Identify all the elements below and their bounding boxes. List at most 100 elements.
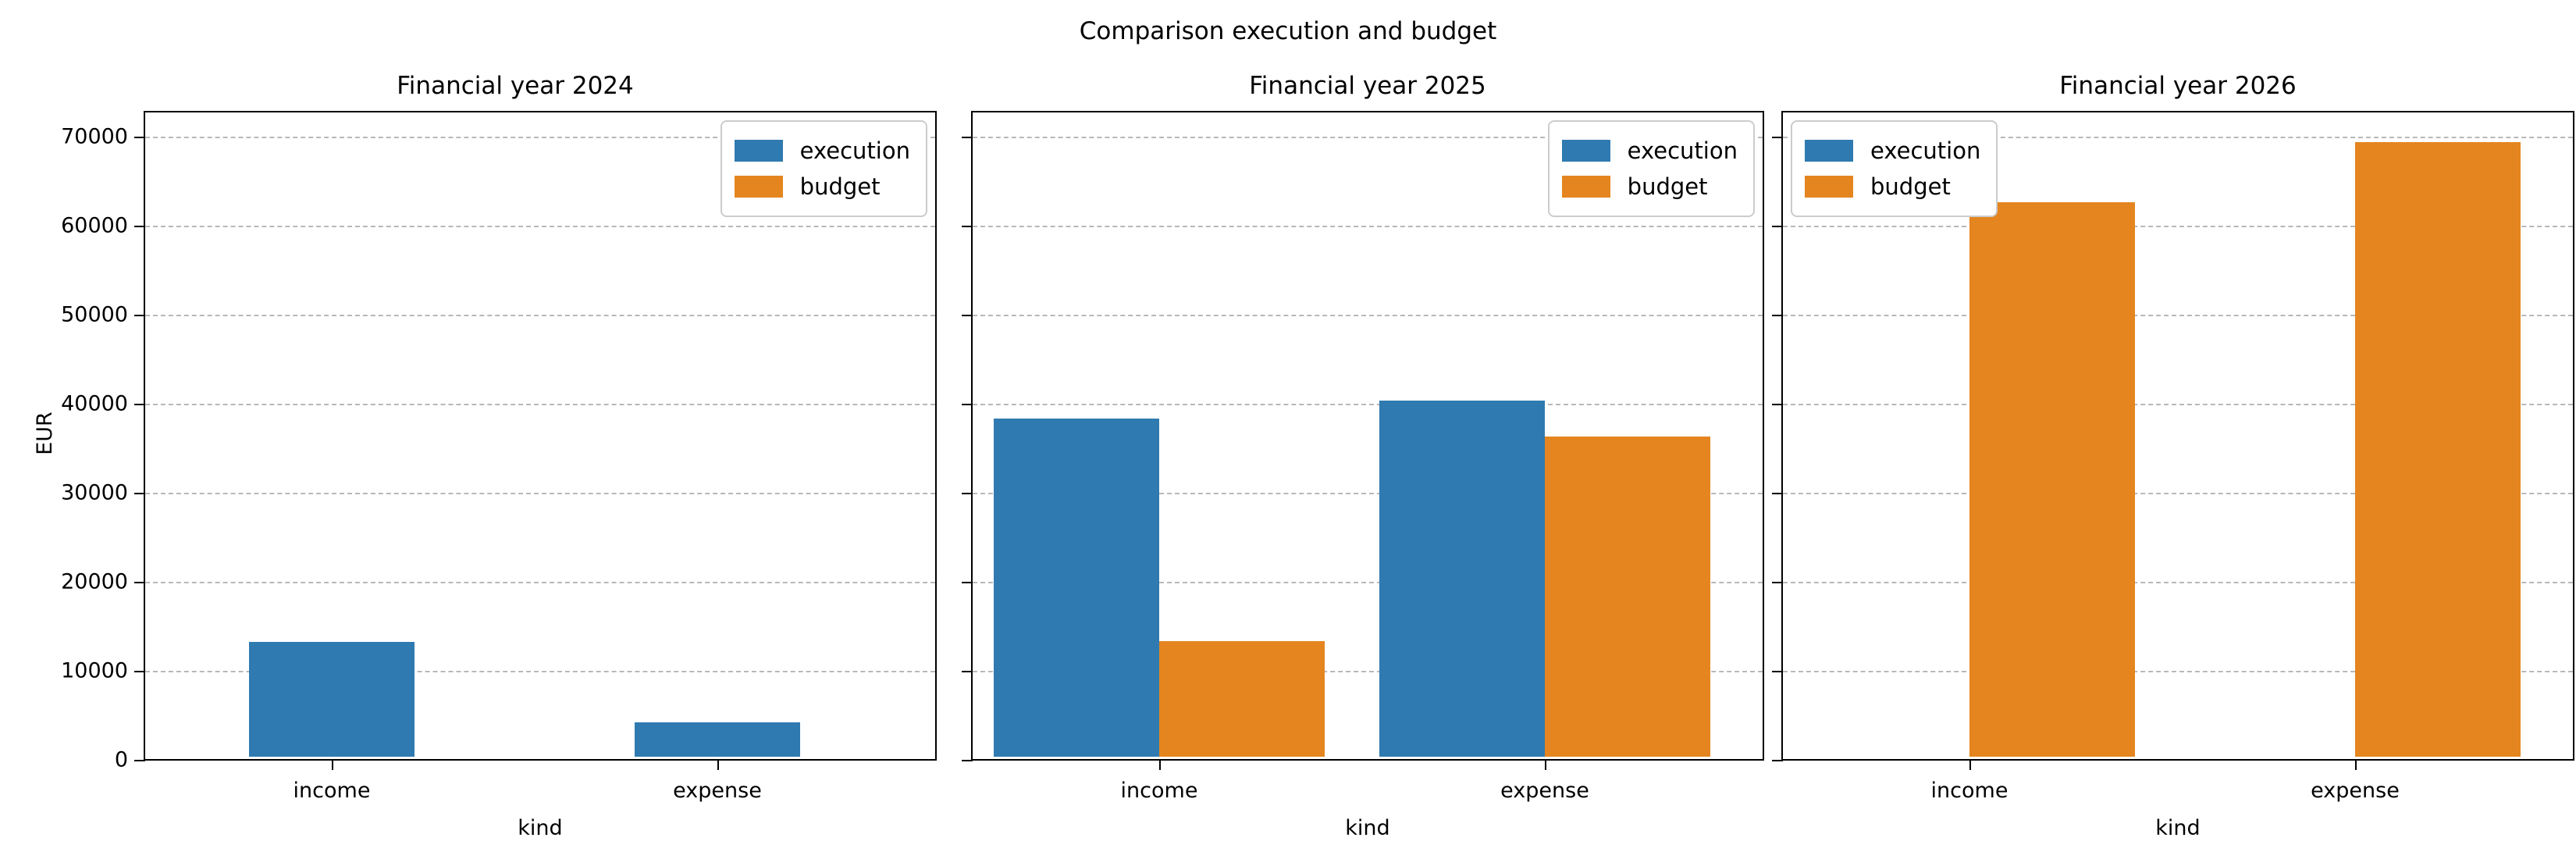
legend-row-budget[interactable]: budget (1561, 169, 1738, 205)
legend-swatch-execution-icon (1561, 140, 1610, 162)
gridline-10000 (973, 671, 1763, 672)
gridline-60000 (1783, 226, 2573, 227)
gridline-60000 (973, 226, 1763, 227)
gridline-70000 (145, 137, 935, 138)
ytick-mark (1772, 137, 1783, 138)
xtick-mark (717, 759, 719, 770)
ytick-mark (1772, 493, 1783, 494)
ytick-label: 50000 (61, 302, 128, 327)
legend-label: budget (1870, 173, 1951, 200)
x-axis-label: kind (2155, 816, 2201, 840)
legend-2024[interactable]: execution budget (720, 120, 927, 217)
gridline-30000 (1783, 493, 2573, 494)
xtick-mark (1159, 759, 1161, 770)
xtick-label: expense (2311, 779, 2400, 803)
ytick-mark (1772, 671, 1783, 672)
bar-2025-expense-execution (1379, 401, 1545, 757)
gridline-70000 (973, 137, 1763, 138)
legend-row-execution[interactable]: execution (1805, 133, 1980, 169)
legend-row-budget[interactable]: budget (734, 169, 910, 205)
gridline-10000 (145, 671, 935, 672)
ytick-mark (1772, 226, 1783, 227)
legend-2026[interactable]: execution budget (1791, 120, 1998, 217)
ytick-mark (134, 671, 145, 672)
ytick-mark (134, 404, 145, 405)
ytick-mark (962, 671, 973, 672)
ytick-label: 40000 (61, 391, 128, 416)
ytick-mark (962, 315, 973, 316)
ytick-mark (1772, 760, 1783, 761)
bar-2026-income-budget (1969, 202, 2135, 757)
axes-2025: income expense kind execution budget (962, 111, 1764, 840)
ytick-mark (134, 137, 145, 138)
xtick-label: income (1120, 779, 1198, 803)
gridline-60000 (145, 226, 935, 227)
legend-label: budget (1627, 173, 1708, 200)
panel-title: Financial year 2024 (397, 72, 634, 100)
gridline-50000 (973, 315, 1763, 316)
xtick-mark (1969, 759, 1971, 770)
bar-2026-expense-budget (2355, 142, 2521, 757)
ytick-mark (1772, 404, 1783, 405)
xtick-label: income (1930, 779, 2008, 803)
x-axis-label: kind (1345, 816, 1390, 840)
legend-swatch-budget-icon (734, 176, 783, 198)
x-axis-label: kind (518, 816, 563, 840)
plot-area (145, 112, 935, 759)
figure-suptitle: Comparison execution and budget (1079, 17, 1497, 45)
gridline-20000 (973, 582, 1763, 583)
xtick-label: expense (1500, 779, 1589, 803)
legend-row-execution[interactable]: execution (734, 133, 910, 169)
gridline-40000 (145, 404, 935, 405)
panel-title: Financial year 2025 (1249, 72, 1486, 100)
legend-label: execution (799, 137, 910, 164)
legend-swatch-budget-icon (1561, 176, 1610, 198)
ytick-label: 70000 (61, 124, 128, 149)
ytick-mark (962, 226, 973, 227)
axes-2024: 0 10000 20000 30000 40000 50000 60000 70… (33, 111, 937, 840)
xtick-label: expense (673, 779, 762, 803)
ytick-mark (134, 493, 145, 494)
ytick-mark (962, 760, 973, 761)
gridline-30000 (145, 493, 935, 494)
axes-2026: income expense kind execution budget (1772, 111, 2574, 840)
legend-2025[interactable]: execution budget (1547, 120, 1755, 217)
panel-title: Financial year 2026 (2059, 72, 2297, 100)
plot-area (1783, 112, 2573, 759)
xtick-mark (2355, 759, 2357, 770)
subplot-panel-2025: Financial year 2025 (937, 0, 1764, 859)
gridline-40000 (973, 404, 1763, 405)
ytick-label: 60000 (61, 213, 128, 238)
ytick-mark (962, 493, 973, 494)
xtick-mark (332, 759, 333, 770)
ytick-mark (962, 404, 973, 405)
ytick-label: 0 (114, 747, 128, 772)
ytick-mark (962, 582, 973, 583)
legend-label: budget (799, 173, 881, 200)
gridline-20000 (145, 582, 935, 583)
ytick-mark (1772, 582, 1783, 583)
gridline-70000 (1783, 137, 2573, 138)
legend-swatch-execution-icon (734, 140, 783, 162)
gridline-20000 (1783, 582, 2573, 583)
bar-2024-income-execution (249, 642, 415, 757)
bar-2024-expense-execution (635, 722, 800, 757)
gridline-10000 (1783, 671, 2573, 672)
xtick-label: income (293, 779, 371, 803)
ytick-mark (134, 315, 145, 316)
ytick-mark (134, 226, 145, 227)
legend-label: execution (1870, 137, 1981, 164)
legend-swatch-execution-icon (1805, 140, 1853, 162)
plot-area (973, 112, 1763, 759)
bar-2025-expense-budget (1545, 437, 1710, 757)
ytick-label: 20000 (61, 569, 128, 594)
subplot-panel-2026: Financial year 2026 (1764, 0, 2576, 859)
gridline-50000 (145, 315, 935, 316)
ytick-mark (134, 582, 145, 583)
legend-swatch-budget-icon (1805, 176, 1853, 198)
legend-row-execution[interactable]: execution (1561, 133, 1738, 169)
legend-row-budget[interactable]: budget (1805, 169, 1980, 205)
xtick-mark (1545, 759, 1546, 770)
ytick-mark (134, 760, 145, 761)
